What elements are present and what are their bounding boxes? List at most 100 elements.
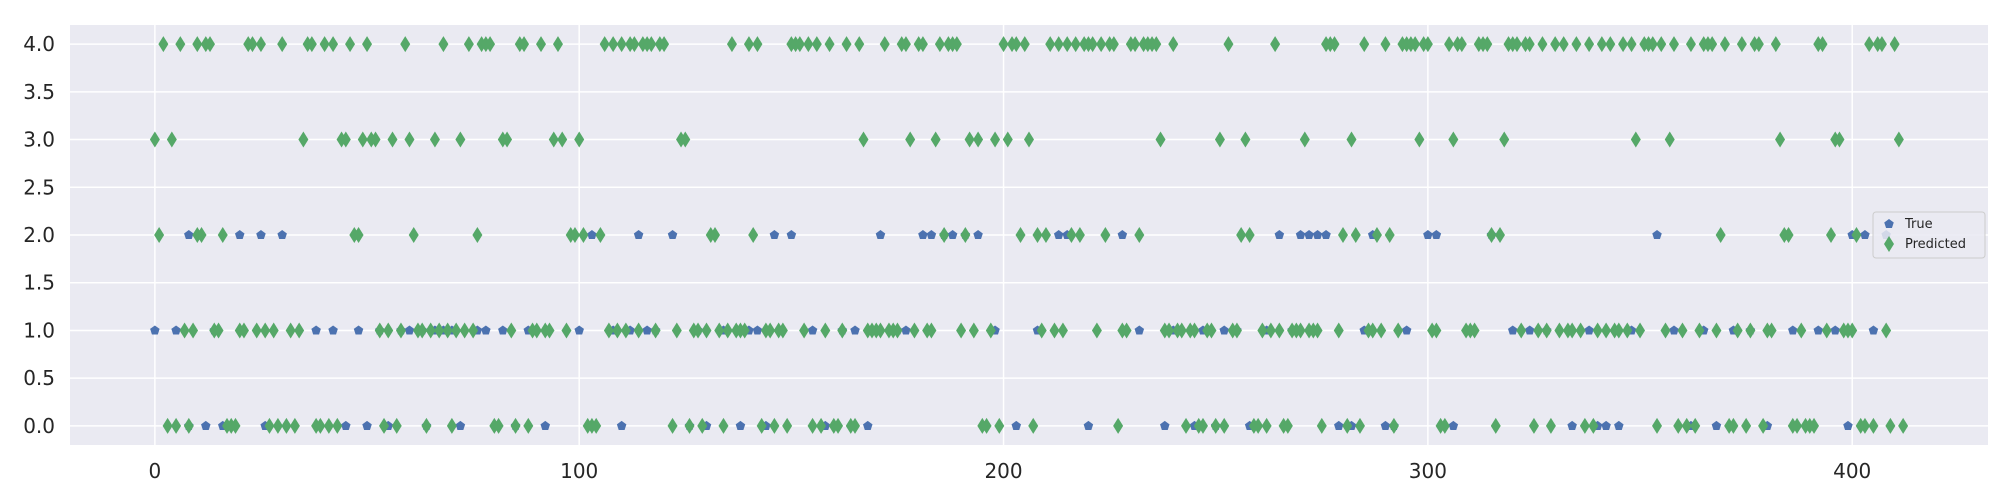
point-predicted <box>709 227 720 243</box>
point-predicted <box>1864 36 1875 53</box>
point-predicted <box>1032 227 1043 243</box>
point-predicted <box>345 36 356 53</box>
point-true <box>341 420 351 430</box>
point-predicted <box>1490 417 1501 434</box>
point-predicted <box>1881 322 1892 339</box>
point-predicted <box>1690 417 1701 434</box>
point-predicted <box>782 417 793 434</box>
point-predicted <box>824 36 835 53</box>
point-true <box>540 420 551 430</box>
point-predicted <box>854 36 865 53</box>
point-predicted <box>633 322 644 339</box>
point-predicted <box>1087 36 1098 53</box>
point-predicted <box>1677 322 1688 339</box>
point-predicted <box>569 227 580 243</box>
point-predicted <box>875 322 886 339</box>
point-true <box>1507 325 1518 335</box>
point-true <box>1053 230 1064 240</box>
point-true <box>1843 420 1853 430</box>
point-true <box>1431 230 1442 240</box>
point-predicted <box>472 227 483 243</box>
point-predicted <box>990 131 1001 148</box>
x-tick-label: 300 <box>1409 459 1447 483</box>
point-predicted <box>1062 36 1073 53</box>
point-predicted <box>1558 36 1569 53</box>
point-predicted <box>1626 36 1637 53</box>
point-predicted <box>298 131 309 148</box>
point-predicted <box>154 227 165 243</box>
point-predicted <box>1219 417 1230 434</box>
point-predicted <box>387 131 398 148</box>
point-predicted <box>421 417 432 434</box>
point-predicted <box>1223 36 1234 53</box>
point-predicted <box>188 322 199 339</box>
point-predicted <box>765 322 776 339</box>
point-true <box>642 325 652 335</box>
point-predicted <box>544 322 555 339</box>
point-predicted <box>1096 36 1107 53</box>
point-predicted <box>1439 417 1450 434</box>
point-predicted <box>1605 36 1616 53</box>
point-predicted <box>1414 131 1425 148</box>
point-predicted <box>850 417 861 434</box>
point-predicted <box>1333 322 1344 339</box>
point-predicted <box>510 417 521 434</box>
point-predicted <box>1070 36 1081 53</box>
point-predicted <box>680 131 691 148</box>
point-true <box>786 230 797 240</box>
point-predicted <box>994 417 1005 434</box>
point-predicted <box>574 131 585 148</box>
point-predicted <box>1584 36 1595 53</box>
y-tick-label: 3.5 <box>23 80 55 104</box>
point-predicted <box>752 36 763 53</box>
point-true <box>1117 230 1128 240</box>
point-predicted <box>1592 322 1603 339</box>
point-predicted <box>374 322 385 339</box>
point-predicted <box>1495 227 1506 243</box>
point-predicted <box>1257 322 1268 339</box>
point-true <box>1083 420 1094 430</box>
point-predicted <box>578 227 589 243</box>
legend: True Predicted <box>1872 211 1986 259</box>
point-true <box>498 325 508 335</box>
point-predicted <box>934 36 945 53</box>
point-true <box>926 230 937 240</box>
point-predicted <box>238 322 249 339</box>
point-predicted <box>158 36 169 53</box>
point-predicted <box>149 131 160 148</box>
point-predicted <box>1668 36 1679 53</box>
point-predicted <box>1681 417 1692 434</box>
point-predicted <box>1040 227 1051 243</box>
point-predicted <box>1359 36 1370 53</box>
point-predicted <box>1770 36 1781 53</box>
point-predicted <box>1825 227 1836 243</box>
point-predicted <box>646 36 657 53</box>
legend-box <box>1872 211 1986 259</box>
point-predicted <box>599 36 610 53</box>
point-predicted <box>357 131 368 148</box>
legend-marker-true <box>1884 219 1894 229</box>
point-true <box>1711 420 1722 430</box>
point-predicted <box>1630 131 1641 148</box>
point-predicted <box>1571 36 1582 53</box>
point-predicted <box>251 322 262 339</box>
point-predicted <box>315 417 326 434</box>
point-predicted <box>1130 36 1141 53</box>
point-predicted <box>485 36 496 53</box>
point-predicted <box>1261 417 1272 434</box>
point-predicted <box>1809 417 1820 434</box>
point-predicted <box>1817 36 1828 53</box>
point-true <box>353 325 364 335</box>
y-tick-label: 1.0 <box>23 318 55 342</box>
point-predicted <box>1664 131 1675 148</box>
point-predicted <box>1270 36 1281 53</box>
point-predicted <box>1596 36 1607 53</box>
legend-marker-predicted <box>1884 236 1894 252</box>
point-predicted <box>777 322 788 339</box>
point-predicted <box>1660 322 1671 339</box>
x-tick-label: 400 <box>1833 459 1871 483</box>
point-predicted <box>722 322 733 339</box>
point-predicted <box>557 131 568 148</box>
point-predicted <box>1550 36 1561 53</box>
point-predicted <box>328 36 339 53</box>
